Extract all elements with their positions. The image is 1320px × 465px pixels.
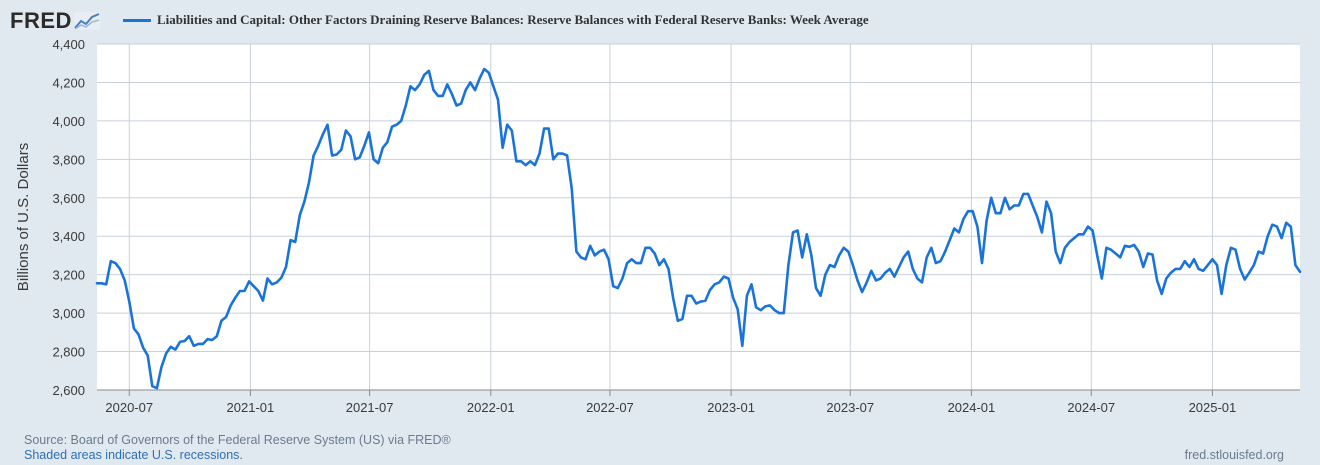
x-tick-label: 2021-07 xyxy=(346,400,394,415)
legend-line-swatch xyxy=(123,18,151,22)
y-tick-label: 4,400 xyxy=(52,37,85,52)
y-tick-label: 3,000 xyxy=(52,306,85,321)
y-tick-label: 4,000 xyxy=(52,114,85,129)
series-line-reserve-balances xyxy=(95,67,1302,390)
x-tick-label: 2022-01 xyxy=(467,400,515,415)
fred-graph-icon xyxy=(73,12,100,30)
x-tick-label: 2024-07 xyxy=(1067,400,1115,415)
fred-logo-text: FRED xyxy=(10,8,72,33)
legend-series-label: Liabilities and Capital: Other Factors D… xyxy=(157,12,869,27)
x-tick-label: 2021-01 xyxy=(227,400,275,415)
y-tick-label: 3,800 xyxy=(52,152,85,167)
x-tick-label: 2023-01 xyxy=(707,400,755,415)
y-axis-title: Billions of U.S. Dollars xyxy=(15,143,32,291)
source-note: Source: Board of Governors of the Federa… xyxy=(24,433,451,447)
fred-url[interactable]: fred.stlouisfed.org xyxy=(1184,448,1284,462)
recession-note: Shaded areas indicate U.S. recessions. xyxy=(24,448,243,462)
y-tick-label: 3,200 xyxy=(52,268,85,283)
chart-header: FRED Liabilities and Capital: Other Fact… xyxy=(0,0,1320,42)
x-tick-label: 2020-07 xyxy=(105,400,153,415)
y-tick-label: 2,800 xyxy=(52,345,85,360)
x-tick-label: 2023-07 xyxy=(826,400,874,415)
x-tick-label: 2024-01 xyxy=(948,400,996,415)
x-tick-label: 2022-07 xyxy=(586,400,634,415)
chart-legend[interactable]: Liabilities and Capital: Other Factors D… xyxy=(123,12,869,28)
y-tick-label: 4,200 xyxy=(52,75,85,90)
y-tick-label: 2,600 xyxy=(52,383,85,398)
plot-area xyxy=(97,44,1300,390)
x-tick-label: 2025-01 xyxy=(1189,400,1237,415)
y-tick-label: 3,600 xyxy=(52,191,85,206)
y-tick-label: 3,400 xyxy=(52,229,85,244)
fred-logo[interactable]: FRED xyxy=(10,6,100,36)
